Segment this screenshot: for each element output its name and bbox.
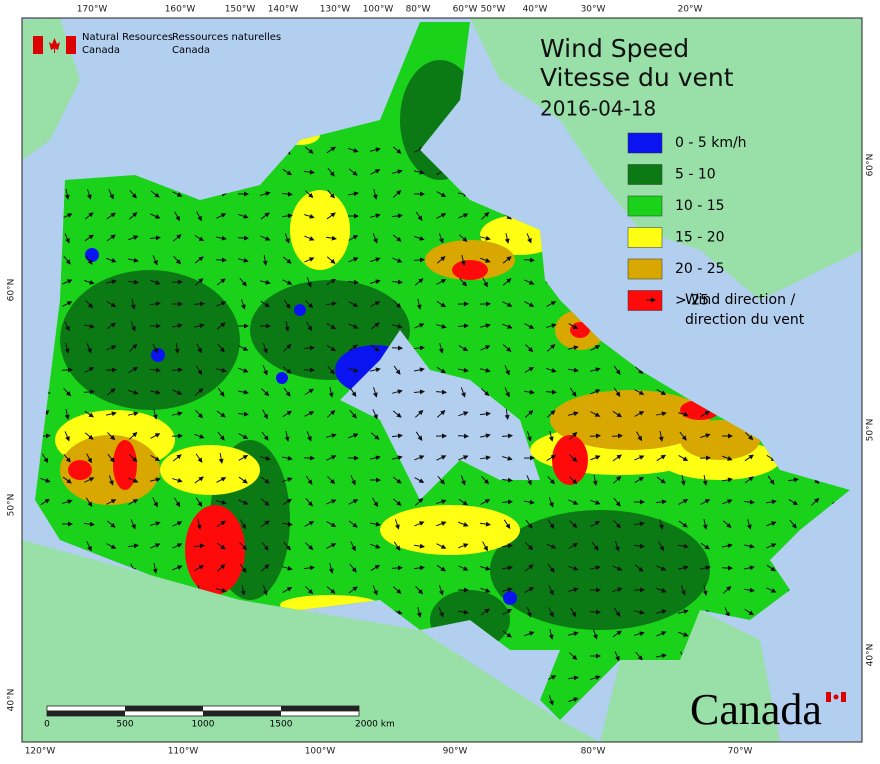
graticule-label: 60°N — [7, 279, 17, 302]
scale-label: 1500 — [270, 720, 293, 730]
graticule-label: 50°W — [481, 5, 506, 15]
legend-swatch — [628, 259, 662, 279]
graticule-label: 30°W — [581, 5, 606, 15]
graticule-label: 160°W — [165, 5, 196, 15]
scale-bar — [47, 706, 359, 716]
scale-bar-segment — [47, 711, 125, 716]
graticule-label: 60°N — [866, 154, 876, 177]
department-en: Canada — [82, 45, 120, 56]
graticule-label: 140°W — [268, 5, 299, 15]
speed-patch — [151, 348, 165, 362]
title: Wind Speed — [540, 34, 689, 63]
flag-bar — [841, 692, 846, 702]
speed-patch — [113, 440, 137, 490]
wind-arrow — [238, 238, 248, 239]
speed-patch — [294, 304, 306, 316]
scale-label: 0 — [44, 720, 50, 730]
scale-label: 1000 — [192, 720, 215, 730]
flag-leaf — [834, 695, 839, 700]
title: Vitesse du vent — [540, 63, 734, 92]
wordmark: Canada — [690, 685, 822, 734]
wind-arrow — [590, 612, 600, 613]
legend-label: 20 - 25 — [675, 261, 725, 277]
graticule-label: 80°W — [581, 747, 606, 757]
legend-label: 10 - 15 — [675, 198, 725, 214]
legend-swatch — [628, 165, 662, 185]
legend-swatch — [628, 291, 662, 311]
graticule-label: 170°W — [77, 5, 108, 15]
speed-patch — [68, 460, 92, 480]
legend-arrow-label: direction du vent — [685, 312, 805, 328]
graticule-label: 150°W — [225, 5, 256, 15]
scale-bar-segment — [203, 711, 281, 716]
graticule-label: 70°W — [728, 747, 753, 757]
wind-arrow — [392, 568, 402, 569]
speed-patch — [276, 372, 288, 384]
legend-swatch — [628, 228, 662, 248]
graticule-label: 50°N — [866, 419, 876, 442]
department-fr: Ressources naturelles — [172, 32, 281, 43]
scale-label: 500 — [116, 720, 133, 730]
speed-patch — [290, 190, 350, 270]
department-en: Natural Resources — [82, 32, 173, 43]
legend-label: 5 - 10 — [675, 167, 716, 183]
flag-bar — [826, 692, 831, 702]
legend-label: 15 - 20 — [675, 230, 725, 246]
scale-label: 2000 km — [355, 720, 395, 730]
speed-patch — [160, 445, 260, 495]
graticule-label: 50°N — [7, 494, 17, 517]
graticule-label: 130°W — [320, 5, 351, 15]
graticule-label: 60°W — [453, 5, 478, 15]
wind-arrow — [304, 458, 314, 459]
date: 2016-04-18 — [540, 97, 656, 121]
graticule-label: 100°W — [363, 5, 394, 15]
legend-swatch — [628, 133, 662, 153]
graticule-label: 110°W — [168, 747, 199, 757]
speed-patch — [380, 505, 520, 555]
speed-patch — [503, 591, 517, 605]
nrcan-logo — [33, 36, 76, 54]
graticule-label: 120°W — [25, 747, 56, 757]
flag-bar — [33, 36, 43, 54]
graticule-label: 20°W — [678, 5, 703, 15]
speed-patch — [85, 248, 99, 262]
legend-swatch — [628, 196, 662, 216]
speed-patch — [452, 260, 488, 280]
department-fr: Canada — [172, 45, 210, 56]
wind-arrow — [84, 392, 94, 393]
graticule-label: 40°N — [866, 644, 876, 667]
graticule-label: 100°W — [305, 747, 336, 757]
scale-bar-segment — [281, 706, 359, 711]
legend-label: 0 - 5 km/h — [675, 135, 747, 151]
speed-patch — [185, 505, 245, 595]
graticule-label: 40°W — [523, 5, 548, 15]
graticule-label: 80°W — [406, 5, 431, 15]
graticule-label: 90°W — [443, 747, 468, 757]
wind-arrow — [172, 436, 182, 437]
flag-bar — [66, 36, 76, 54]
wind-arrow — [194, 304, 204, 305]
scale-bar-segment — [125, 706, 203, 711]
speed-patch — [60, 270, 240, 410]
legend-arrow-label: Wind direction / — [685, 292, 795, 308]
graticule-label: 40°N — [7, 689, 17, 712]
